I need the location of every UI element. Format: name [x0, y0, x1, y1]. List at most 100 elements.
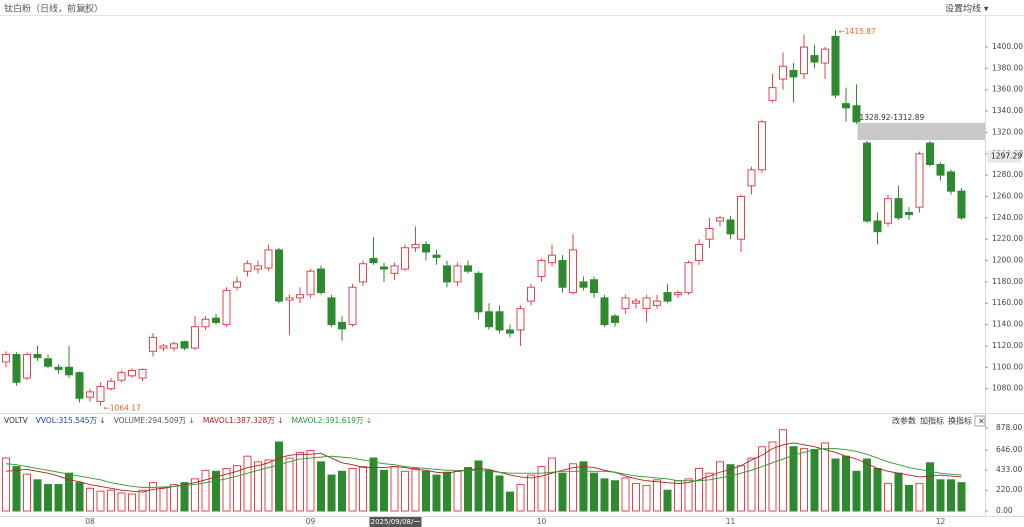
volume-bar	[905, 484, 913, 512]
y-tick-label: 1160.00	[992, 298, 1023, 307]
candle-body	[159, 345, 168, 349]
candle-body	[737, 195, 745, 240]
volume-tick-label: 0.00	[996, 506, 1013, 515]
candle-body	[327, 297, 336, 326]
volume-bar	[117, 492, 126, 512]
plot: 1080.00 1100.00 1120.00 1140.00 1160.00 1180.…	[2, 27, 1023, 527]
candle-body	[590, 279, 598, 294]
mavol-line	[5, 448, 962, 488]
volume-bar	[254, 461, 262, 512]
panel-button[interactable]: 改参数	[892, 416, 916, 426]
candle-body	[306, 270, 315, 296]
volume-bar	[390, 466, 399, 512]
candle-body	[548, 254, 556, 264]
candle-body	[831, 35, 840, 96]
candle-body	[495, 311, 504, 331]
volume-bar	[716, 461, 724, 512]
panel-button[interactable]: ×	[978, 417, 985, 426]
volume-bar	[926, 462, 934, 512]
x-tick-label: 11	[726, 517, 736, 526]
volume-bar	[936, 479, 945, 512]
candle-body	[149, 336, 157, 352]
candle-body	[338, 321, 346, 330]
volume-bar	[338, 470, 346, 512]
candle-body	[170, 343, 178, 349]
y-tick-label: 1220.00	[992, 234, 1023, 243]
volume-bar	[842, 455, 850, 512]
candle-body	[96, 386, 105, 402]
volume-bar	[296, 451, 304, 512]
volume-bar	[779, 429, 787, 512]
volume-bar	[107, 489, 115, 512]
volume-bar	[590, 472, 598, 512]
crosshair-date-label: 2025/09/08/一	[371, 518, 421, 526]
volume-bar	[44, 484, 52, 512]
candle-body	[726, 219, 735, 235]
volume-bar	[674, 480, 682, 512]
candle-body	[758, 121, 766, 171]
ma-settings-button[interactable]: 设置均线 ▾	[945, 3, 989, 15]
volume-bar	[747, 457, 756, 512]
volume-bar	[285, 457, 294, 512]
y-tick-label: 1100.00	[992, 362, 1023, 371]
volume-bar	[212, 470, 220, 512]
volume-bar	[495, 475, 504, 512]
volume-bar	[75, 482, 84, 512]
y-tick-label: 1240.00	[992, 213, 1023, 222]
chart-title: 钛白粉（日线，前复权）	[4, 3, 103, 15]
volume-bar	[2, 457, 10, 512]
candle-body	[212, 317, 220, 323]
close-box[interactable]	[974, 415, 986, 427]
volume-bar	[695, 467, 703, 512]
candle-body	[359, 263, 367, 283]
candle-body	[863, 142, 871, 222]
panel-button[interactable]: 换指标	[948, 416, 972, 426]
candle-body	[432, 254, 441, 258]
panel-button[interactable]: 加指标	[920, 416, 944, 426]
volume-bar	[642, 484, 651, 512]
volume-bar	[327, 474, 336, 512]
candle-body	[810, 55, 819, 63]
candle-body	[747, 169, 756, 187]
candle-body	[422, 244, 430, 253]
candle-body	[684, 262, 693, 294]
volume-bar	[947, 479, 955, 512]
volume-tick-label: 220.00	[996, 485, 1022, 494]
volume-bar	[464, 467, 472, 512]
volume-bar	[275, 441, 283, 512]
indicator-label: VVOL:315.545万 ↓	[36, 416, 106, 425]
candle-body	[369, 257, 378, 264]
crosshair-date-box	[369, 517, 422, 527]
current-price-label: 1297.29	[991, 152, 1022, 161]
candle-body	[75, 372, 84, 399]
candle-body	[705, 228, 714, 240]
volume-bar	[348, 467, 357, 512]
settings-icon[interactable]	[83, 5, 91, 13]
volume-bar	[432, 474, 441, 512]
candle-body	[117, 372, 126, 381]
volume-tick-label: 433.00	[996, 465, 1022, 474]
candle-body	[957, 190, 966, 219]
candle-body	[768, 87, 777, 101]
candle-body	[222, 289, 231, 326]
candle-body	[873, 220, 882, 233]
candle-body	[936, 163, 945, 176]
y-tick-label: 1360.00	[992, 85, 1023, 94]
y-tick-label: 1280.00	[992, 170, 1023, 179]
candle-body	[611, 315, 619, 323]
y-tick-label: 1080.00	[992, 384, 1023, 393]
candle-body	[86, 391, 94, 398]
volume-bar	[159, 486, 168, 512]
candle-body	[800, 46, 808, 75]
candle-body	[411, 244, 420, 249]
candle-body	[821, 48, 829, 64]
y-tick-label: 1200.00	[992, 256, 1023, 265]
volume-bar	[831, 458, 840, 512]
volume-bar	[12, 466, 21, 512]
x-tick-label: 12	[936, 517, 946, 526]
y-tick-label: 1180.00	[992, 277, 1023, 286]
volume-bar	[191, 478, 199, 512]
candle-body	[138, 368, 147, 379]
volume-bar	[86, 487, 94, 512]
